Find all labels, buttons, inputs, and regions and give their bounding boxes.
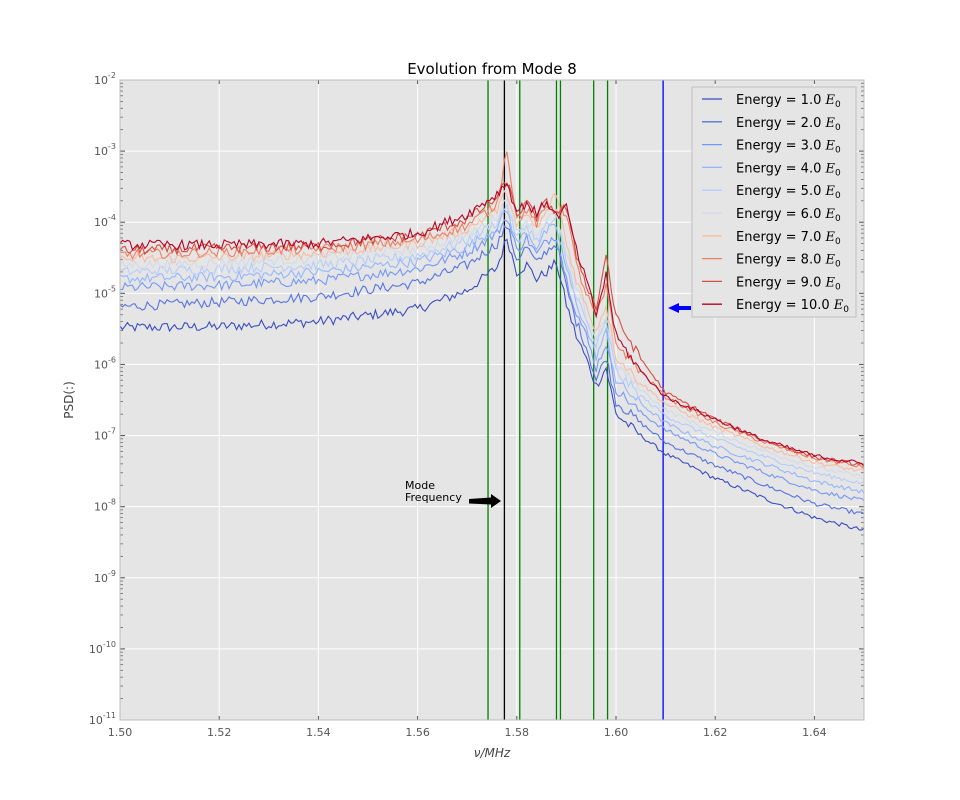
x-tick-label: 1.60 <box>604 726 629 739</box>
x-tick-label: 1.52 <box>207 726 232 739</box>
y-tick-label: 10-3 <box>94 142 116 158</box>
y-axis-label: PSD(:) <box>62 381 76 419</box>
mode-frequency-annotation: Mode Frequency <box>405 479 501 508</box>
series-line-7 <box>119 189 865 472</box>
legend-label: Energy = 1.0 E0 <box>736 93 841 110</box>
series-line-3 <box>119 219 865 502</box>
x-axis-label: ν/MHz <box>474 746 511 760</box>
legend-label: Energy = 2.0 E0 <box>736 116 841 133</box>
y-tick-label: 10-2 <box>94 71 116 87</box>
series-line-6 <box>119 198 865 480</box>
plot-frame <box>119 79 865 721</box>
series-line-2 <box>119 225 865 515</box>
y-tick-label: 10-10 <box>89 640 116 656</box>
legend-label: Energy = 8.0 E0 <box>736 253 841 270</box>
legend-box <box>691 86 857 318</box>
legend-label: Energy = 6.0 E0 <box>736 207 841 224</box>
annotation-text-line-2: Frequency <box>405 491 462 504</box>
annotation-text-line-1: Mode <box>405 479 435 492</box>
x-tick-label: 1.56 <box>405 726 430 739</box>
legend-label: Energy = 9.0 E0 <box>736 275 841 292</box>
legend-label: Energy = 3.0 E0 <box>736 139 841 156</box>
legend-label: Energy = 7.0 E0 <box>736 230 841 247</box>
x-axis-ticks: 1.50 1.52 1.54 1.56 1.58 1.60 1.62 1.64 <box>108 80 827 739</box>
x-tick-label: 1.64 <box>802 726 827 739</box>
y-tick-label: 10-4 <box>94 213 116 229</box>
x-tick-label: 1.62 <box>703 726 728 739</box>
series-line-1 <box>119 238 865 531</box>
series-line-4 <box>119 211 865 494</box>
y-tick-label: 10-7 <box>94 427 116 443</box>
y-tick-label: 10-6 <box>94 355 116 371</box>
legend-label: Energy = 10.0 E0 <box>736 298 849 315</box>
chart-title: Evolution from Mode 8 <box>407 60 577 78</box>
legend-label: Energy = 5.0 E0 <box>736 184 841 201</box>
x-tick-label: 1.58 <box>505 726 530 739</box>
x-tick-label: 1.54 <box>306 726 331 739</box>
x-tick-label: 1.50 <box>108 726 133 739</box>
y-tick-label: 10-8 <box>94 498 116 514</box>
legend: Energy = 1.0 E0 Energy = 2.0 E0 Energy = 3… <box>691 86 857 318</box>
legend-label: Energy = 4.0 E0 <box>736 161 841 178</box>
y-tick-label: 10-5 <box>94 284 116 300</box>
reference-lines <box>487 80 664 720</box>
y-tick-label: 10-9 <box>94 569 116 585</box>
series-line-8 <box>119 151 865 470</box>
blue-arrow-marker <box>668 303 691 313</box>
y-tick-label: 10-11 <box>89 711 116 727</box>
series-lines <box>119 151 865 531</box>
mode-frequency-arrow <box>469 494 501 508</box>
series-line-10 <box>119 182 865 467</box>
series-line-5 <box>119 203 865 485</box>
